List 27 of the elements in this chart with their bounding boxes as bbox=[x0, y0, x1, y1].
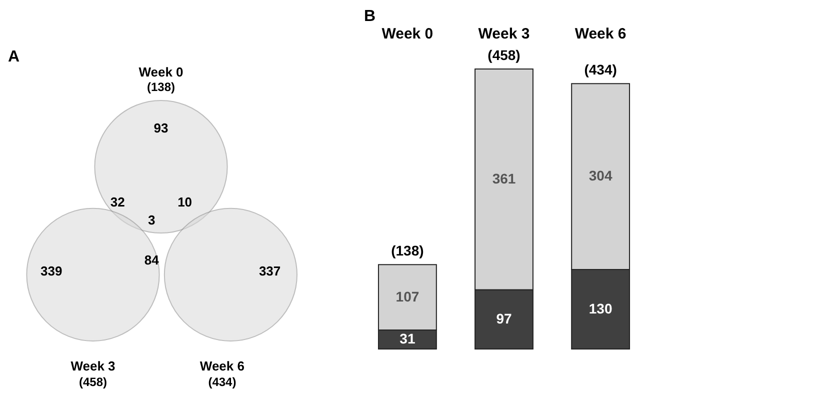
total-label: (434) bbox=[584, 62, 617, 78]
text: 10 bbox=[178, 194, 192, 210]
data-label: 97 bbox=[496, 310, 512, 326]
text: 339 bbox=[40, 263, 62, 278]
text: 32 bbox=[110, 194, 125, 210]
data-label: 130 bbox=[588, 300, 612, 316]
data-label: 31 bbox=[400, 330, 416, 347]
text: Week 3 bbox=[70, 358, 116, 374]
total-label: (138) bbox=[391, 242, 424, 259]
text: Week 0 bbox=[138, 64, 184, 80]
data-label: 361 bbox=[492, 170, 516, 186]
text: (138) bbox=[146, 80, 176, 94]
x-tick-label: Week 3 bbox=[478, 26, 530, 42]
chart-title: B bbox=[364, 8, 376, 25]
text: 93 bbox=[154, 120, 168, 136]
x-tick-label: Week 0 bbox=[382, 26, 434, 42]
data-label: 304 bbox=[588, 168, 612, 184]
x-tick-label: Week 6 bbox=[574, 26, 626, 42]
data-label: 107 bbox=[396, 288, 420, 304]
text: 84 bbox=[144, 252, 160, 268]
text: Week 6 bbox=[200, 358, 244, 374]
text: (458) bbox=[78, 374, 108, 389]
text: 337 bbox=[258, 263, 281, 278]
text: (434) bbox=[208, 374, 236, 389]
total-label: (458) bbox=[488, 47, 520, 63]
text: A bbox=[8, 48, 20, 66]
text: 3 bbox=[148, 212, 156, 228]
